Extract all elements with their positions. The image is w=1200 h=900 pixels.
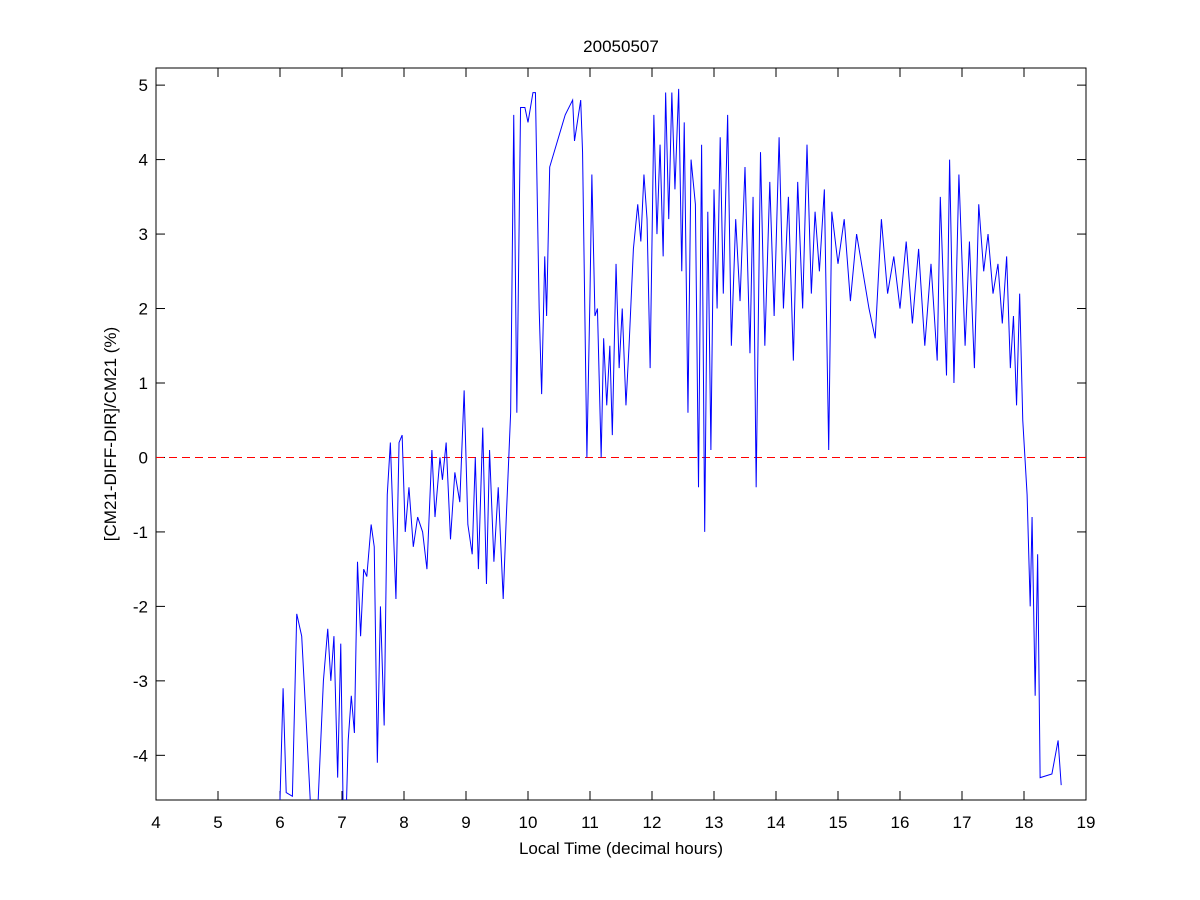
x-axis-label: Local Time (decimal hours): [519, 839, 723, 858]
x-tick-label: 17: [953, 813, 972, 832]
x-tick-label: 7: [337, 813, 346, 832]
y-tick-label: -2: [133, 597, 148, 616]
x-tick-label: 15: [829, 813, 848, 832]
data-line: [279, 88, 1062, 800]
y-tick-label: -4: [133, 746, 148, 765]
x-tick-label: 14: [767, 813, 786, 832]
y-tick-label: 3: [139, 225, 148, 244]
plot-frame: [155, 67, 1087, 801]
x-tick-label: 5: [213, 813, 222, 832]
x-tick-label: 11: [581, 813, 599, 832]
y-tick-label: -1: [133, 523, 148, 542]
x-tick-label: 16: [891, 813, 910, 832]
y-axis-label: [CM21-DIFF-DIR]/CM21 (%): [101, 327, 120, 541]
y-tick-label: 2: [139, 300, 148, 319]
y-tick-label: 5: [139, 76, 148, 95]
chart-title: 20050507: [583, 37, 659, 56]
x-tick-label: 8: [399, 813, 408, 832]
y-tick-label: 4: [139, 151, 148, 170]
y-tick-label: 1: [139, 374, 148, 393]
x-tick-label: 6: [275, 813, 284, 832]
y-tick-label: 0: [139, 448, 148, 467]
x-tick-label: 9: [461, 813, 470, 832]
x-tick-label: 18: [1015, 813, 1034, 832]
x-tick-label: 10: [519, 813, 538, 832]
x-tick-label: 13: [705, 813, 724, 832]
x-tick-label: 4: [151, 813, 160, 832]
x-tick-label: 19: [1077, 813, 1096, 832]
y-tick-label: -3: [133, 672, 148, 691]
x-tick-label: 12: [643, 813, 662, 832]
